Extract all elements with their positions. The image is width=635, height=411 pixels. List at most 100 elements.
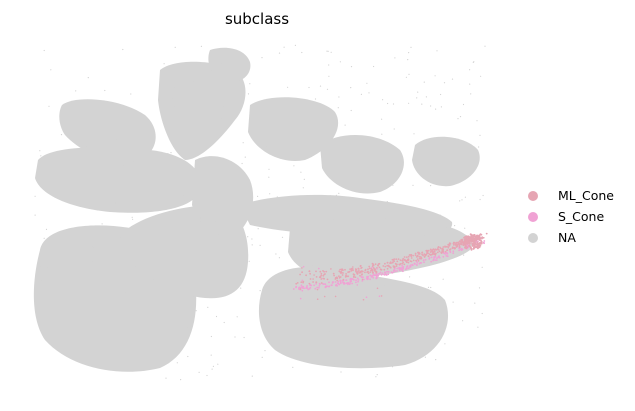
na-point <box>117 143 120 145</box>
na-point <box>452 301 454 303</box>
na-region <box>248 97 339 161</box>
na-point <box>400 252 402 254</box>
na-point <box>210 69 212 71</box>
ml-cone-point <box>452 244 455 246</box>
na-point <box>340 287 342 289</box>
ml-cone-point <box>367 270 369 273</box>
na-point <box>101 223 103 225</box>
ml-cone-point <box>348 271 350 273</box>
ml-cone-point <box>395 263 398 266</box>
ml-cone-point <box>466 242 469 245</box>
ml-cone-point <box>406 258 409 261</box>
ml-cone-point <box>397 258 400 260</box>
legend-label-na: NA <box>558 230 576 245</box>
na-point <box>221 118 223 120</box>
s-cone-point <box>337 282 340 285</box>
ml-cone-point <box>442 248 445 251</box>
na-point <box>251 244 253 246</box>
ml-cone-point <box>315 276 318 278</box>
ml-cone-point <box>468 242 471 245</box>
na-point <box>50 255 52 257</box>
na-point <box>420 306 422 308</box>
s-cone-point <box>339 282 342 285</box>
ml-cone-point <box>315 281 318 284</box>
na-point <box>107 261 109 263</box>
ml-cone-point <box>309 272 311 275</box>
ml-cone-point <box>471 244 474 247</box>
ml-cone-point <box>399 263 402 265</box>
na-point <box>470 93 472 95</box>
ml-cone-point <box>444 250 447 253</box>
ml-cone-point <box>355 270 357 273</box>
ml-cone-point <box>478 246 481 249</box>
ml-cone-point <box>427 255 430 257</box>
ml-cone-point <box>386 264 389 267</box>
s-cone-point <box>423 261 425 264</box>
ml-cone-point <box>357 272 359 274</box>
na-point <box>126 123 128 125</box>
cone-point <box>378 295 381 298</box>
legend-entry-s-cone: S_Cone <box>528 209 604 224</box>
na-region <box>412 136 480 187</box>
na-point <box>303 216 305 218</box>
na-point <box>383 330 385 332</box>
ml-cone-point <box>418 253 420 255</box>
ml-cone-point <box>336 277 338 279</box>
na-point <box>200 45 202 48</box>
ml-cone-point <box>305 274 307 277</box>
na-point <box>206 374 208 377</box>
na-point <box>476 120 478 122</box>
s-cone-point <box>380 273 383 276</box>
na-point <box>309 260 311 262</box>
na-point <box>210 354 212 356</box>
na-point <box>126 283 128 285</box>
na-point <box>236 164 238 166</box>
ml-cone-point <box>405 261 408 264</box>
s-cone-point <box>434 259 437 261</box>
na-point <box>412 184 414 186</box>
na-point <box>326 327 328 329</box>
na-point <box>180 379 182 381</box>
s-cone-point <box>372 276 375 279</box>
na-point <box>243 336 245 339</box>
na-point <box>41 305 43 307</box>
na-point <box>48 105 50 107</box>
na-point <box>92 246 94 248</box>
na-point <box>47 267 49 269</box>
na-point <box>417 91 419 93</box>
ml-cone-point <box>415 259 417 262</box>
cone-point <box>376 268 379 270</box>
ml-cone-point <box>465 239 468 242</box>
na-point <box>87 179 90 181</box>
ml-cone-point <box>455 241 458 244</box>
na-point <box>173 106 175 108</box>
na-point <box>178 182 180 184</box>
na-point <box>326 88 329 90</box>
na-point <box>240 287 242 289</box>
na-point <box>88 297 90 299</box>
ml-cone-point <box>308 282 311 285</box>
ml-cone-point <box>395 258 398 261</box>
s-cone-point <box>405 266 408 268</box>
ml-cone-point <box>326 278 329 281</box>
na-point <box>174 185 177 187</box>
ml-cone-point <box>322 274 325 277</box>
na-point <box>181 67 183 69</box>
na-point <box>353 329 355 331</box>
na-point <box>236 53 238 56</box>
na-point <box>202 163 204 165</box>
na-point <box>177 311 179 313</box>
ml-cone-point <box>357 268 360 270</box>
na-point <box>233 113 235 115</box>
na-point <box>292 258 295 260</box>
cell-points <box>34 44 488 381</box>
ml-cone-point <box>372 263 374 265</box>
ml-cone-point <box>339 271 342 274</box>
na-point <box>334 264 336 266</box>
na-point <box>40 279 43 281</box>
legend-entry-ml-cone: ML_Cone <box>528 188 614 203</box>
legend-label-s-cone: S_Cone <box>558 209 604 224</box>
s-cone-point <box>482 241 485 244</box>
s-cone-point <box>386 270 388 273</box>
ml-cone-point <box>456 245 459 248</box>
